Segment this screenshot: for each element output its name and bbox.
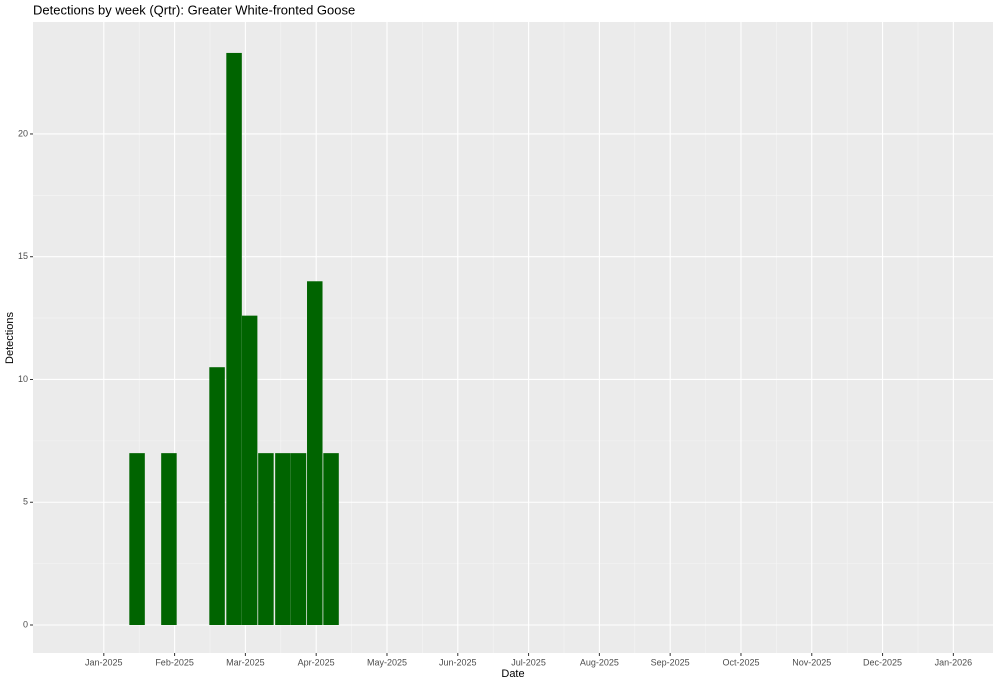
y-axis-label: Detections [4, 312, 16, 364]
bar [161, 453, 177, 626]
chart-title: Detections by week (Qrtr): Greater White… [33, 2, 355, 17]
y-tick-label: 10 [18, 374, 28, 384]
x-tick-label: Aug-2025 [580, 657, 619, 667]
x-tick-label: Oct-2025 [722, 657, 759, 667]
bar [226, 52, 242, 626]
y-tick-label: 0 [23, 619, 28, 629]
bars [129, 52, 339, 626]
x-tick-label: Jul-2025 [511, 657, 546, 667]
bar [241, 315, 258, 626]
bar [290, 453, 307, 626]
x-tick-label: Sep-2025 [651, 657, 690, 667]
y-tick-label: 15 [18, 251, 28, 261]
x-tick-label: Jan-2025 [85, 657, 123, 667]
x-tick-label: Jun-2025 [439, 657, 477, 667]
x-axis-label: Date [501, 668, 524, 680]
y-tick-label: 20 [18, 128, 28, 138]
y-tick-label: 5 [23, 497, 28, 507]
bar [275, 453, 291, 626]
x-tick-label: Dec-2025 [863, 657, 902, 667]
bar [323, 453, 339, 626]
x-tick-label: Feb-2025 [155, 657, 194, 667]
x-tick-label: Apr-2025 [298, 657, 335, 667]
bar [307, 281, 323, 626]
x-tick-label: Mar-2025 [226, 657, 265, 667]
panel [33, 22, 993, 653]
bar [209, 367, 225, 626]
bar [129, 453, 145, 626]
x-tick-label: Nov-2025 [792, 657, 831, 667]
bar [258, 453, 274, 626]
x-tick-label: May-2025 [367, 657, 407, 667]
x-tick-label: Jan-2026 [935, 657, 973, 667]
